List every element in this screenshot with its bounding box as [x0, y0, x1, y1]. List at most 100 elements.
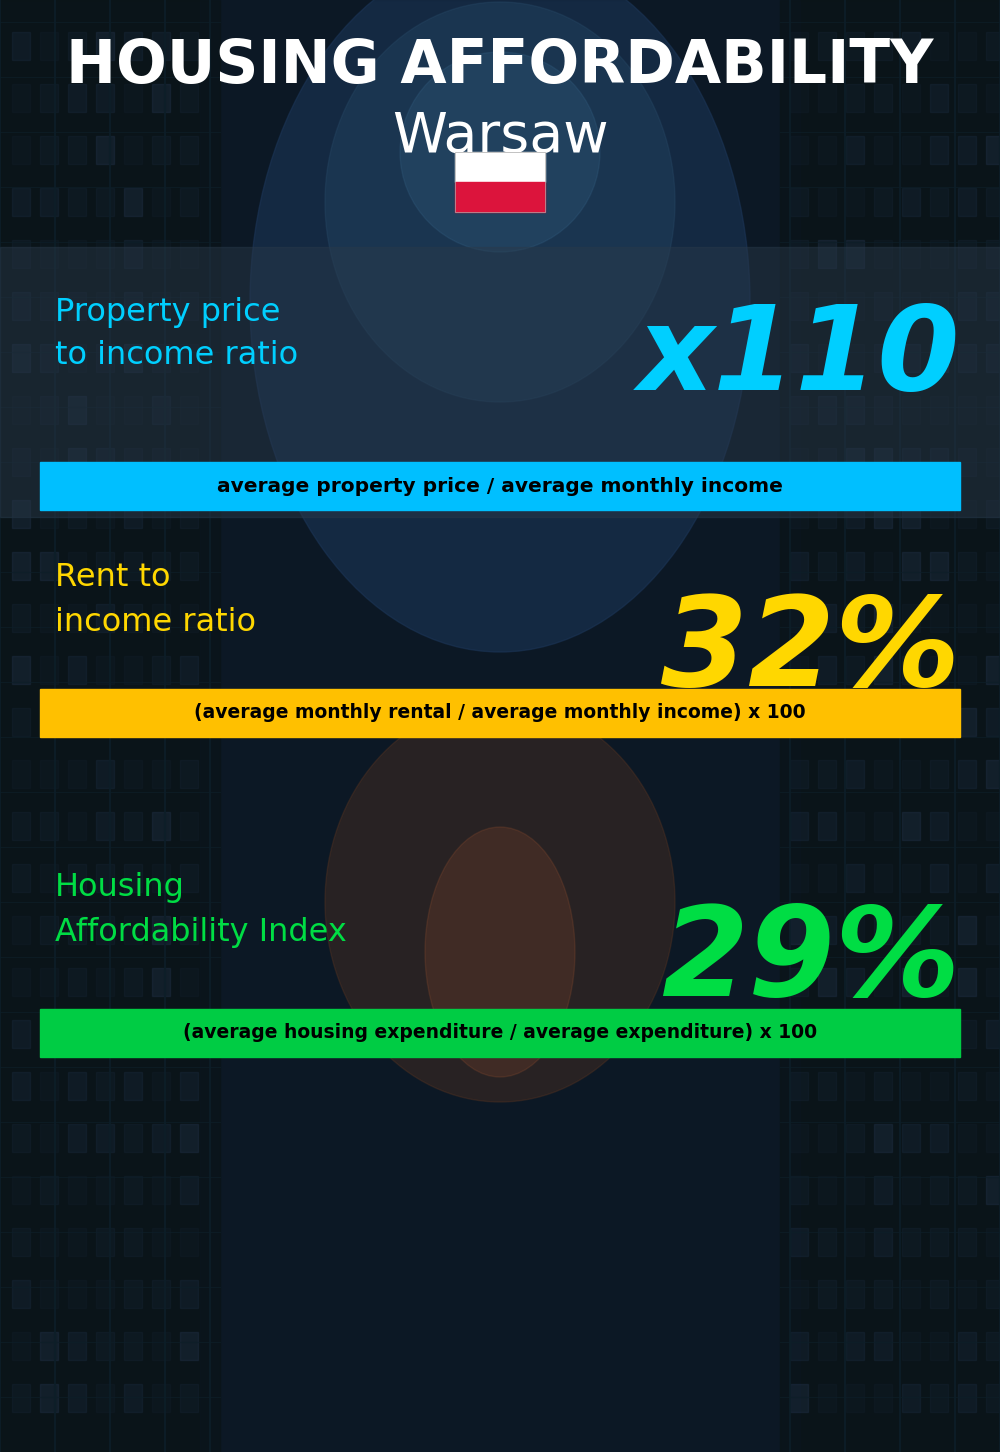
Bar [12, 136, 30, 164]
Text: Warsaw: Warsaw [392, 110, 608, 164]
Bar [180, 1331, 198, 1361]
Bar [986, 1331, 1000, 1361]
Bar [958, 1384, 976, 1411]
Bar [180, 1228, 198, 1256]
Bar [124, 1228, 142, 1256]
Bar [96, 916, 114, 944]
Bar [180, 84, 198, 112]
Bar [180, 1019, 198, 1048]
Bar [455, 152, 545, 212]
Bar [68, 1281, 86, 1308]
Bar [124, 1331, 142, 1361]
Bar [68, 1384, 86, 1411]
Bar [818, 968, 836, 996]
Bar [96, 759, 114, 788]
Bar [96, 1072, 114, 1101]
Bar [124, 1384, 142, 1411]
Bar [818, 1072, 836, 1101]
Bar [124, 499, 142, 529]
Bar [152, 396, 170, 424]
Bar [874, 709, 892, 736]
Bar [96, 552, 114, 579]
Bar [874, 1124, 892, 1151]
Bar [40, 968, 58, 996]
Bar [40, 499, 58, 529]
Bar [790, 1176, 808, 1204]
Bar [790, 32, 808, 60]
Bar [818, 552, 836, 579]
Bar [930, 709, 948, 736]
Bar [68, 656, 86, 684]
Bar [818, 864, 836, 892]
Bar [986, 449, 1000, 476]
Bar [40, 916, 58, 944]
Bar [790, 499, 808, 529]
Bar [958, 552, 976, 579]
Bar [124, 187, 142, 216]
Bar [846, 1331, 864, 1361]
Bar [40, 1384, 58, 1411]
Bar [12, 344, 30, 372]
Bar [124, 1072, 142, 1101]
Bar [68, 812, 86, 841]
Bar [12, 1384, 30, 1411]
Bar [874, 916, 892, 944]
Bar [790, 344, 808, 372]
Bar [958, 656, 976, 684]
Bar [96, 1124, 114, 1151]
Bar [958, 916, 976, 944]
Bar [930, 1019, 948, 1048]
Bar [902, 759, 920, 788]
Text: Property price
to income ratio: Property price to income ratio [55, 298, 298, 372]
Bar [12, 240, 30, 269]
Bar [930, 84, 948, 112]
Bar [958, 1281, 976, 1308]
Bar [930, 759, 948, 788]
Bar [846, 292, 864, 319]
Bar [846, 344, 864, 372]
Bar [152, 84, 170, 112]
Bar [124, 1176, 142, 1204]
Bar [40, 344, 58, 372]
Bar [124, 656, 142, 684]
Bar [874, 84, 892, 112]
Bar [152, 604, 170, 632]
Bar [874, 344, 892, 372]
Bar [846, 812, 864, 841]
Bar [930, 604, 948, 632]
Bar [180, 499, 198, 529]
Bar [958, 240, 976, 269]
Bar [986, 344, 1000, 372]
Bar [68, 396, 86, 424]
Bar [930, 1331, 948, 1361]
Bar [180, 396, 198, 424]
Bar [874, 449, 892, 476]
Bar [180, 449, 198, 476]
Bar [958, 32, 976, 60]
Bar [40, 656, 58, 684]
Bar [12, 656, 30, 684]
Bar [986, 916, 1000, 944]
Bar [818, 1228, 836, 1256]
Bar [986, 136, 1000, 164]
Bar [874, 759, 892, 788]
Bar [12, 1281, 30, 1308]
Bar [902, 449, 920, 476]
Bar [902, 1019, 920, 1048]
Ellipse shape [325, 701, 675, 1102]
Bar [68, 759, 86, 788]
Bar [96, 292, 114, 319]
Bar [40, 292, 58, 319]
Bar [12, 709, 30, 736]
Bar [902, 968, 920, 996]
Bar [818, 1019, 836, 1048]
Bar [902, 32, 920, 60]
Bar [40, 462, 960, 510]
Bar [124, 84, 142, 112]
Bar [958, 84, 976, 112]
Bar [846, 552, 864, 579]
Bar [180, 292, 198, 319]
Text: x110: x110 [638, 299, 960, 414]
Bar [818, 1331, 836, 1361]
Bar [818, 32, 836, 60]
